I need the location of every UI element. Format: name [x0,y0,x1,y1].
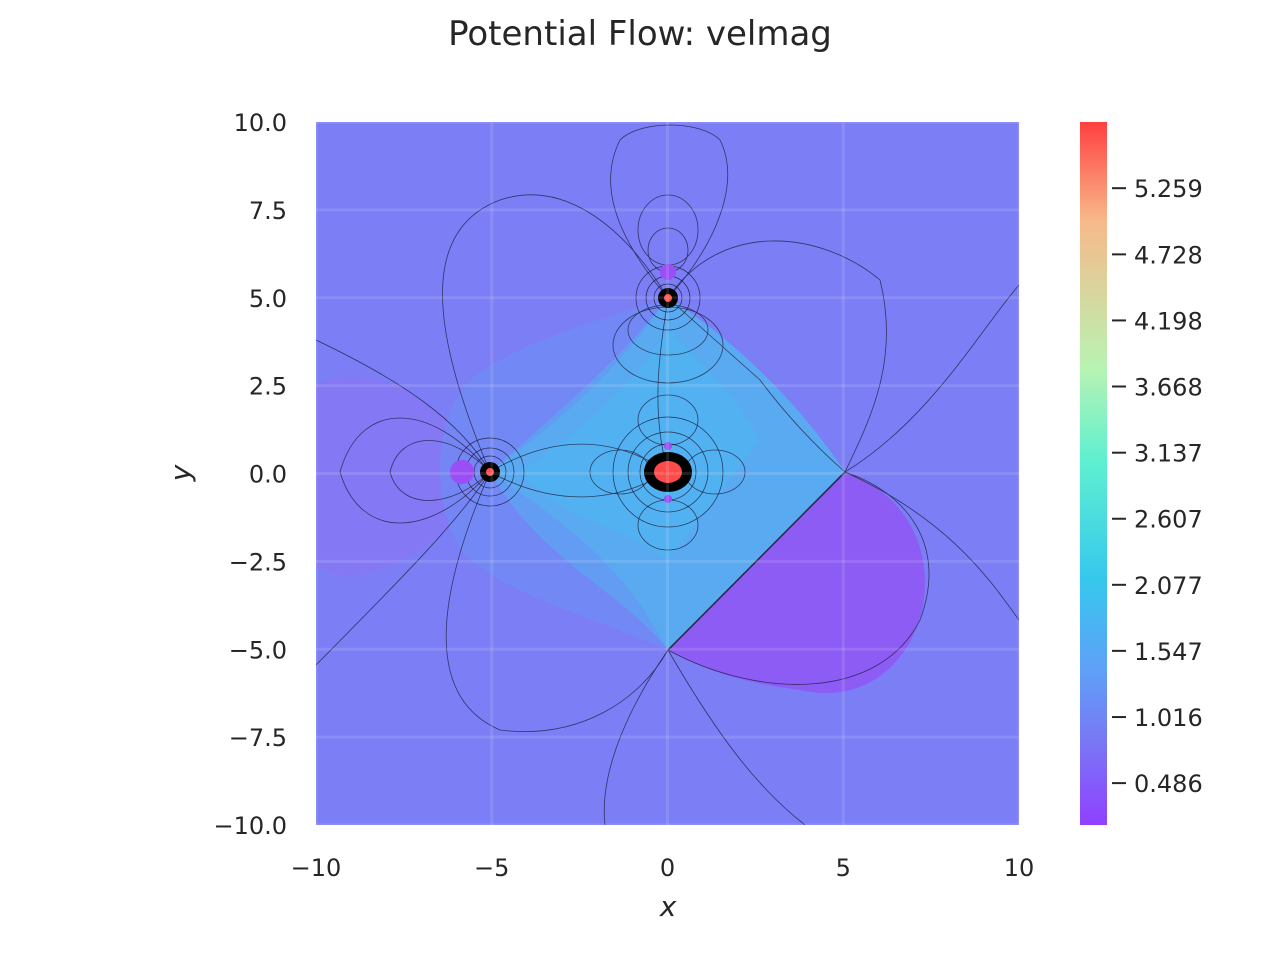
y-tick-label: −7.5 [229,724,287,752]
stagnation-left [450,460,474,484]
y-tick-label: 5.0 [249,285,287,313]
x-tick-label: 10 [1004,854,1035,882]
inner-fast-region-core [520,330,760,560]
colorbar-ticks: 5.259 4.728 4.198 3.668 3.137 2.607 2.077 1.547… [1112,175,1203,798]
stagnation-top [660,264,676,280]
singularity-top [664,294,672,302]
y-axis-label: y [164,464,197,482]
colorbar-tick-label: 2.607 [1134,506,1203,534]
y-tick-labels: 10.0 7.5 5.0 2.5 0.0 −2.5 −5.0 −7.5 −10.0 [213,109,287,840]
stagnation-center-up [664,442,672,450]
y-tick-label: −10.0 [213,812,287,840]
x-tick-label: 0 [660,854,675,882]
inner-mid-band [440,298,668,650]
y-tick-label: −2.5 [229,548,287,576]
colorbar-tick-label: 3.668 [1134,373,1203,401]
x-tick-labels: −10 −5 0 5 10 [291,854,1035,882]
colorbar-tick-label: 3.137 [1134,440,1203,468]
lower-right-lobe-region [668,472,925,694]
contour-field [316,124,1019,825]
grid [314,120,1021,827]
singularity-center [654,461,682,483]
y-tick-label: 0.0 [249,461,287,489]
y-tick-label: 2.5 [249,373,287,401]
colorbar-tick-label: 0.486 [1134,770,1203,798]
colorbar-tick-label: 1.547 [1134,638,1203,666]
colorbar-tick-label: 4.728 [1134,241,1203,269]
chart-title: Potential Flow: velmag [448,14,832,54]
singularity-left [486,468,494,476]
y-tick-label: −5.0 [229,636,287,664]
y-tick-label: 7.5 [249,197,287,225]
colorbar-tick-label: 4.198 [1134,307,1203,335]
stagnation-center-down [664,495,672,503]
colorbar-tick-label: 1.016 [1134,704,1203,732]
x-tick-label: 5 [836,854,851,882]
x-axis-label: x [659,890,677,923]
y-tick-label: 10.0 [234,109,287,137]
x-tick-label: −5 [474,854,509,882]
colorbar-tick-label: 5.259 [1134,175,1203,203]
colorbar [1080,122,1107,825]
x-tick-label: −10 [291,854,342,882]
colorbar-tick-label: 2.077 [1134,572,1203,600]
